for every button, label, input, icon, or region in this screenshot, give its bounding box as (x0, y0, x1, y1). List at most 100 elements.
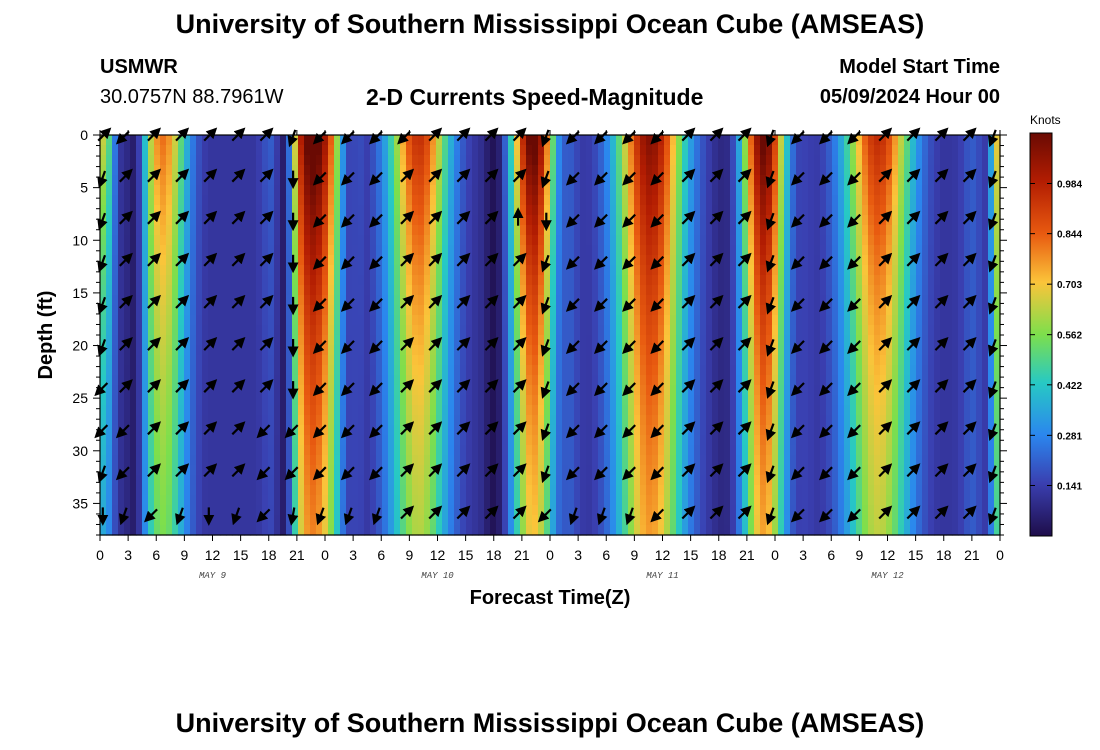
heatmap-cell (700, 435, 707, 446)
heatmap-cell (298, 465, 305, 476)
heatmap-cell (724, 385, 731, 396)
heatmap-cell (844, 225, 851, 236)
heatmap-cell (358, 495, 365, 506)
heatmap-cell (310, 195, 317, 206)
heatmap-cell (250, 205, 257, 216)
heatmap-cell (814, 445, 821, 456)
heatmap-cell (832, 145, 839, 156)
heatmap-cell (238, 205, 245, 216)
heatmap-cell (814, 375, 821, 386)
heatmap-cell (532, 195, 539, 206)
heatmap-cell (706, 345, 713, 356)
heatmap-cell (556, 295, 563, 306)
heatmap-cell (148, 345, 155, 356)
heatmap-cell (676, 285, 683, 296)
heatmap-cell (310, 215, 317, 226)
heatmap-cell (202, 315, 209, 326)
heatmap-cell (226, 375, 233, 386)
heatmap-cell (772, 255, 779, 266)
heatmap-cell (814, 335, 821, 346)
heatmap-cell (436, 485, 443, 496)
heatmap-cell (466, 235, 473, 246)
heatmap-cell (550, 505, 557, 516)
heatmap-cell (316, 445, 323, 456)
heatmap-cell (430, 245, 437, 256)
heatmap-cell (454, 495, 461, 506)
heatmap-cell (226, 325, 233, 336)
heatmap-cell (382, 145, 389, 156)
heatmap-cell (796, 325, 803, 336)
heatmap-cell (352, 515, 359, 526)
heatmap-cell (226, 425, 233, 436)
heatmap-cell (346, 165, 353, 176)
heatmap-cell (454, 265, 461, 276)
heatmap-cell (556, 485, 563, 496)
heatmap-cell (418, 425, 425, 436)
heatmap-cell (172, 205, 179, 216)
heatmap-cell (358, 215, 365, 226)
heatmap-cell (610, 385, 617, 396)
heatmap-cell (190, 315, 197, 326)
heatmap-cell (532, 315, 539, 326)
heatmap-cell (244, 385, 251, 396)
heatmap-cell (160, 445, 167, 456)
heatmap-cell (778, 265, 785, 276)
heatmap-cell (472, 255, 479, 266)
heatmap-cell (526, 275, 533, 286)
heatmap-cell (484, 145, 491, 156)
heatmap-cell (802, 145, 809, 156)
heatmap-cell (610, 465, 617, 476)
heatmap-cell (484, 365, 491, 376)
heatmap-cell (424, 245, 431, 256)
heatmap-cell (754, 355, 761, 366)
heatmap-cell (808, 385, 815, 396)
heatmap-cell (466, 335, 473, 346)
heatmap-cell (562, 505, 569, 516)
heatmap-cell (802, 455, 809, 466)
heatmap-cell (634, 435, 641, 446)
heatmap-cell (562, 395, 569, 406)
heatmap-cell (322, 375, 329, 386)
heatmap-cell (622, 415, 629, 426)
heatmap-cell (298, 435, 305, 446)
heatmap-cell (706, 455, 713, 466)
heatmap-cell (340, 495, 347, 506)
heatmap-cell (346, 365, 353, 376)
heatmap-cell (394, 215, 401, 226)
heatmap-cell (214, 495, 221, 506)
heatmap-cell (352, 375, 359, 386)
heatmap-cell (604, 235, 611, 246)
heatmap-cell (748, 425, 755, 436)
heatmap-cell (748, 475, 755, 486)
heatmap-cell (676, 495, 683, 506)
heatmap-cell (616, 315, 623, 326)
heatmap-cell (526, 205, 533, 216)
heatmap-cell (730, 235, 737, 246)
heatmap-cell (508, 445, 515, 456)
heatmap-cell (124, 245, 131, 256)
heatmap-cell (202, 295, 209, 306)
heatmap-cell (730, 315, 737, 326)
heatmap-cell (802, 245, 809, 256)
heatmap-cell (766, 275, 773, 286)
heatmap-cell (706, 475, 713, 486)
heatmap-cell (802, 375, 809, 386)
heatmap-cell (220, 145, 227, 156)
heatmap-cell (598, 455, 605, 466)
heatmap-cell (538, 205, 545, 216)
heatmap-cell (562, 245, 569, 256)
heatmap-cell (796, 275, 803, 286)
heatmap-cell (304, 165, 311, 176)
heatmap-cell (376, 405, 383, 416)
heatmap-cell (718, 205, 725, 216)
heatmap-cell (142, 415, 149, 426)
heatmap-cell (778, 205, 785, 216)
heatmap-cell (622, 395, 629, 406)
heatmap-cell (124, 415, 131, 426)
heatmap-cell (634, 275, 641, 286)
heatmap-cell (442, 315, 449, 326)
heatmap-cell (430, 415, 437, 426)
heatmap-cell (562, 485, 569, 496)
heatmap-cell (400, 445, 407, 456)
heatmap-cell (118, 335, 125, 346)
